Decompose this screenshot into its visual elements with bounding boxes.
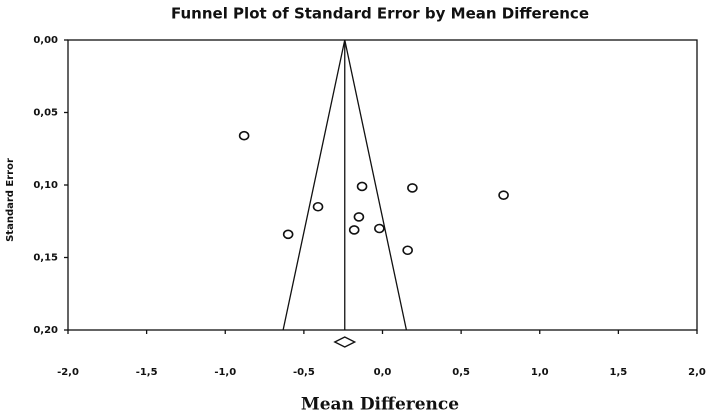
chart-title: Funnel Plot of Standard Error by Mean Di… bbox=[171, 5, 589, 23]
y-tick-label: 0,20 bbox=[33, 325, 58, 336]
study-point bbox=[356, 181, 368, 192]
funnel bbox=[282, 39, 408, 331]
summary-diamond bbox=[333, 336, 357, 348]
x-axis-label: Mean Difference bbox=[301, 395, 459, 415]
study-point bbox=[374, 223, 385, 234]
y-tick-label: 0,00 bbox=[33, 35, 58, 46]
x-tick-label: -2,0 bbox=[57, 367, 79, 378]
study-point bbox=[353, 212, 365, 222]
x-tick-label: -1,0 bbox=[214, 367, 236, 378]
x-tick-label: 2,0 bbox=[688, 367, 706, 378]
study-point bbox=[312, 201, 324, 212]
study-point bbox=[238, 130, 250, 141]
study-point bbox=[407, 183, 418, 193]
plot-frame bbox=[67, 39, 698, 331]
x-tick-label: -0,5 bbox=[293, 367, 315, 378]
y-tick-label: 0,05 bbox=[33, 108, 58, 119]
y-tick-label: 0,15 bbox=[33, 253, 58, 264]
study-point bbox=[402, 245, 413, 256]
x-tick-label: -1,5 bbox=[136, 367, 158, 378]
study-point bbox=[282, 229, 294, 240]
x-tick-label: 1,0 bbox=[531, 367, 549, 378]
y-axis-label: Standard Error bbox=[5, 158, 16, 242]
study-point bbox=[348, 225, 360, 235]
x-tick-label: 1,5 bbox=[610, 367, 628, 378]
x-tick-label: 0,0 bbox=[374, 367, 392, 378]
study-point bbox=[498, 190, 509, 200]
x-tick-label: 0,5 bbox=[452, 367, 470, 378]
y-tick-label: 0,10 bbox=[33, 180, 58, 191]
